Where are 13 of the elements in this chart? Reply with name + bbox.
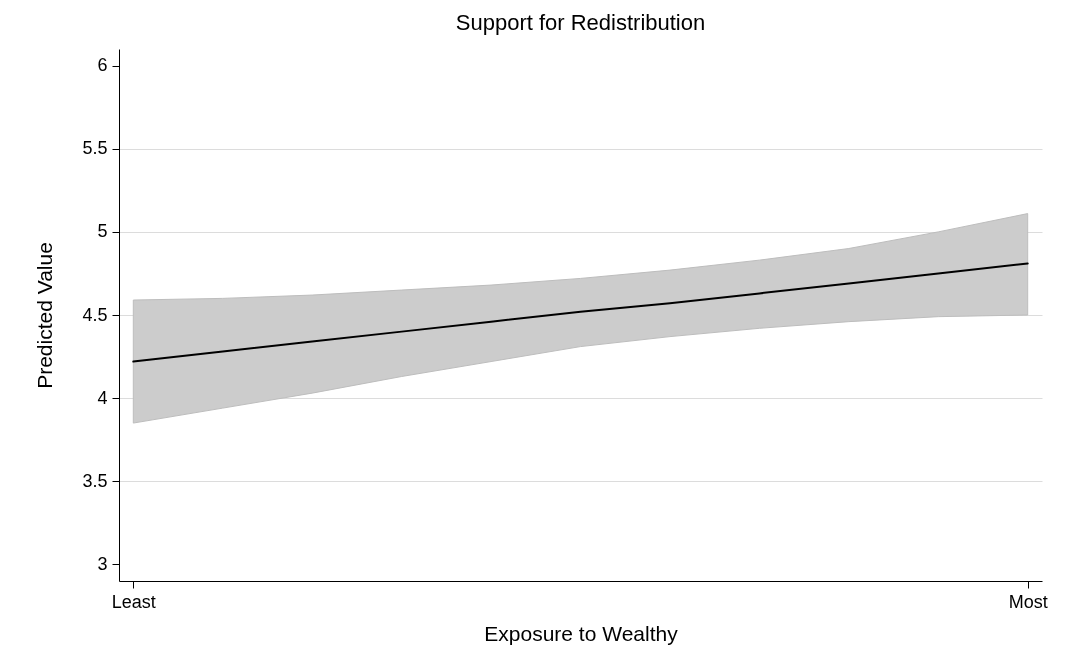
chart-title: Support for Redistribution [455, 10, 706, 35]
y-tick-label: 5 [97, 221, 108, 242]
x-axis-title: Exposure to Wealthy [484, 621, 679, 645]
x-tick-label: Most [1008, 591, 1048, 612]
y-tick-label: 4 [97, 387, 108, 408]
y-axis-title: Predicted Value [33, 242, 57, 389]
y-tick-label: 5.5 [82, 138, 108, 159]
y-tick-label: 3 [97, 553, 108, 574]
x-tick-label: Least [111, 591, 156, 612]
y-tick-label: 4.5 [82, 304, 108, 325]
line-series [132, 262, 1029, 363]
y-tick-label: 6 [97, 55, 108, 76]
y-tick-label: 3.5 [82, 470, 108, 491]
